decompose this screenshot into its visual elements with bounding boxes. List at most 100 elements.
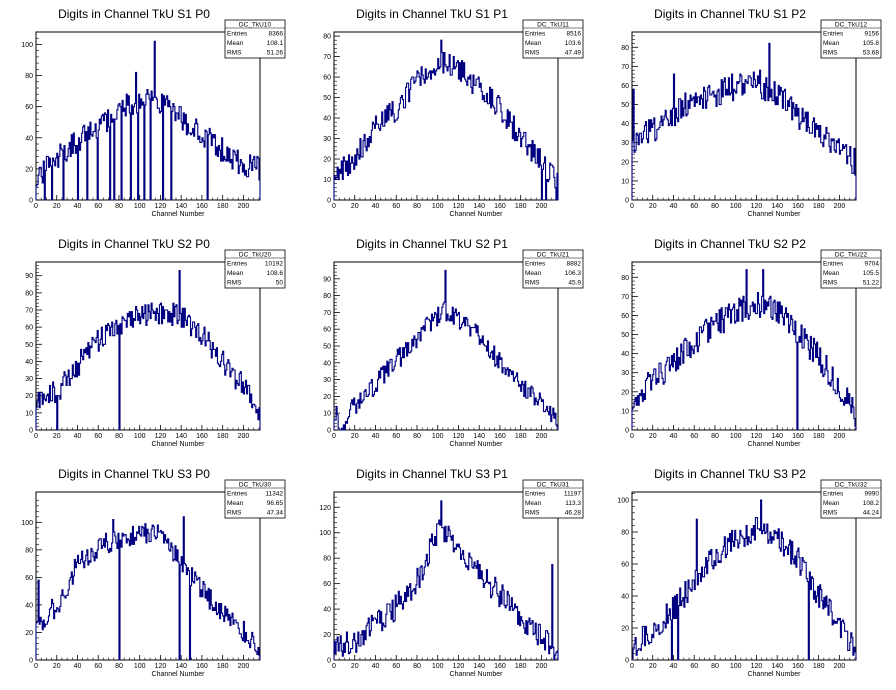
- stats-box: [522, 479, 584, 519]
- stats-value: 44.24: [863, 510, 880, 517]
- stats-box: [522, 249, 584, 289]
- plot-frame: [333, 491, 559, 661]
- y-tick-label: 10: [621, 178, 629, 185]
- stats-value: 96.65: [267, 500, 284, 507]
- stats-value: 10192: [265, 261, 283, 268]
- x-tick-label: 0: [34, 203, 38, 210]
- stats-value: 45.9: [568, 280, 581, 287]
- histogram-series: [333, 269, 559, 431]
- stats-value: 11197: [564, 491, 581, 498]
- x-tick-label: 200: [536, 433, 548, 440]
- y-tick-label: 90: [323, 276, 331, 283]
- histogram-pad-3: Digits in Channel TkU S1 P2 Channel Numbe…: [621, 7, 882, 218]
- stats-label: Mean: [525, 500, 542, 507]
- y-tick-label: 10: [323, 177, 331, 184]
- x-tick-label: 200: [536, 203, 548, 210]
- y-tick-label: 10: [323, 411, 331, 418]
- y-tick-label: 40: [25, 602, 33, 609]
- x-tick-label: 0: [630, 203, 634, 210]
- y-tick-label: 30: [323, 377, 331, 384]
- stats-label: RMS: [525, 510, 540, 517]
- y-tick-label: 10: [25, 410, 33, 417]
- x-tick-label: 20: [351, 663, 359, 670]
- x-tick-label: 180: [217, 203, 229, 210]
- plot-frame: [333, 31, 559, 201]
- y-tick-label: 70: [25, 308, 33, 315]
- x-tick-label: 160: [494, 433, 506, 440]
- x-tick-label: 140: [175, 203, 187, 210]
- chart-title: Digits in Channel TkU S2 P2: [654, 237, 806, 251]
- x-tick-label: 160: [196, 433, 208, 440]
- x-tick-label: 120: [751, 663, 763, 670]
- y-tick-label: 0: [327, 428, 331, 435]
- y-tick-label: 50: [25, 342, 33, 349]
- y-tick-label: 80: [621, 530, 629, 537]
- x-tick-label: 100: [730, 663, 742, 670]
- stats-value: 113.3: [565, 500, 581, 507]
- stats-box: [820, 479, 882, 519]
- histogram-pad-7: Digits in Channel TkU S3 P0 Channel Numbe…: [21, 467, 286, 678]
- x-tick-label: 200: [536, 663, 548, 670]
- x-tick-label: 180: [217, 663, 229, 670]
- x-axis-label: Channel Number: [152, 671, 206, 678]
- x-tick-label: 160: [196, 663, 208, 670]
- x-tick-label: 20: [649, 663, 657, 670]
- y-tick-label: 30: [621, 140, 629, 147]
- x-tick-label: 40: [74, 433, 82, 440]
- stats-value: 108.1: [267, 40, 284, 47]
- y-tick-label: 60: [621, 83, 629, 90]
- x-axis-label: Channel Number: [450, 441, 504, 448]
- x-tick-label: 20: [649, 203, 657, 210]
- stats-value: 46.28: [565, 510, 582, 517]
- x-tick-label: 140: [771, 663, 783, 670]
- histogram-pad-6: Digits in Channel TkU S2 P2 Channel Numbe…: [621, 237, 882, 448]
- x-tick-label: 180: [217, 433, 229, 440]
- histogram-series: [631, 42, 857, 200]
- x-tick-label: 140: [175, 433, 187, 440]
- x-tick-label: 200: [238, 663, 250, 670]
- y-tick-label: 20: [323, 394, 331, 401]
- x-tick-label: 0: [332, 203, 336, 210]
- stats-label: Mean: [227, 40, 244, 47]
- x-tick-label: 0: [332, 663, 336, 670]
- x-tick-label: 20: [351, 433, 359, 440]
- y-tick-label: 40: [621, 121, 629, 128]
- x-tick-label: 80: [115, 663, 123, 670]
- y-tick-label: 0: [625, 198, 629, 205]
- stats-value: 108.6: [267, 270, 284, 277]
- x-tick-label: 40: [670, 203, 678, 210]
- x-tick-label: 180: [813, 433, 825, 440]
- y-tick-label: 20: [621, 159, 629, 166]
- histogram-series: [35, 516, 261, 661]
- y-tick-label: 20: [323, 632, 331, 639]
- stats-label: Mean: [525, 270, 542, 277]
- x-tick-label: 80: [413, 663, 421, 670]
- stats-box: [224, 479, 286, 519]
- stats-value: 8882: [567, 261, 582, 268]
- stats-value: 11342: [265, 491, 283, 498]
- stats-value: 8516: [567, 31, 582, 38]
- x-tick-label: 20: [53, 203, 61, 210]
- stats-label: RMS: [823, 280, 838, 287]
- x-tick-label: 40: [372, 203, 380, 210]
- y-tick-label: 70: [323, 54, 331, 61]
- histogram-pad-9: Digits in Channel TkU S3 P2 Channel Numbe…: [617, 467, 882, 678]
- stats-name: DC_TkU21: [537, 252, 570, 259]
- x-tick-label: 0: [34, 663, 38, 670]
- stats-label: Mean: [823, 500, 840, 507]
- x-tick-label: 120: [155, 433, 167, 440]
- stats-label: Entries: [525, 31, 546, 38]
- stats-name: DC_TkU31: [537, 482, 570, 489]
- x-tick-label: 140: [771, 203, 783, 210]
- y-tick-label: 30: [323, 136, 331, 143]
- y-tick-label: 100: [319, 530, 331, 537]
- x-tick-label: 40: [372, 433, 380, 440]
- stats-label: RMS: [227, 50, 242, 57]
- y-tick-label: 60: [25, 575, 33, 582]
- y-tick-label: 0: [29, 658, 33, 665]
- x-tick-label: 140: [771, 433, 783, 440]
- stats-name: DC_TkU30: [239, 482, 272, 489]
- x-tick-label: 60: [392, 433, 400, 440]
- y-tick-label: 20: [25, 166, 33, 173]
- y-tick-label: 90: [25, 273, 33, 280]
